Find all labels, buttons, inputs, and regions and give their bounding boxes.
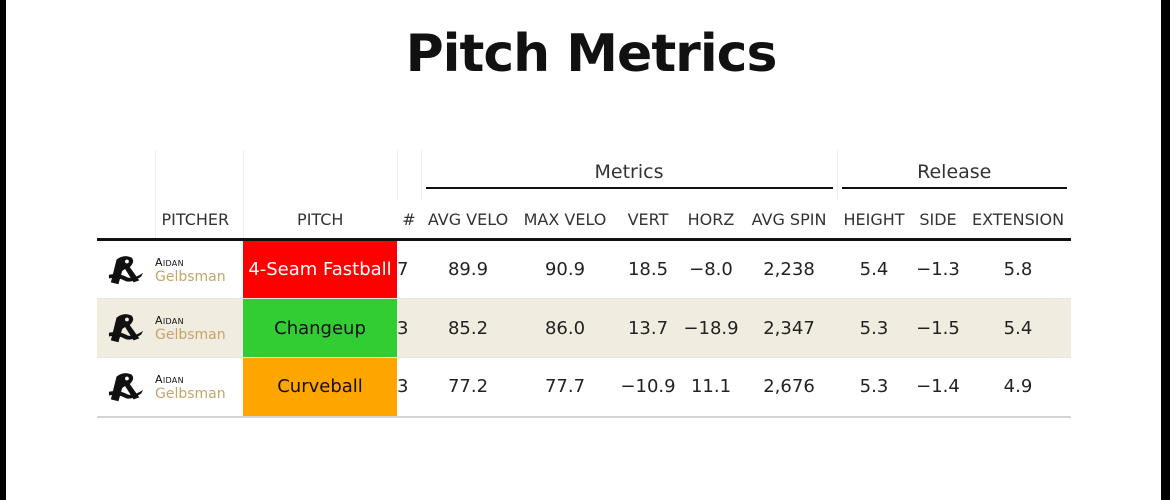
side-cell: −1.3 bbox=[911, 239, 965, 299]
page: Pitch Metrics Metrics bbox=[6, 0, 1161, 500]
avg-spin-cell: 2,238 bbox=[741, 239, 837, 299]
column-header-side: SIDE bbox=[911, 200, 965, 241]
pitch-count-cell: 7 bbox=[397, 239, 421, 299]
height-cell: 5.3 bbox=[837, 357, 911, 418]
pitcher-name: Aidan Gelbsman bbox=[155, 357, 243, 418]
extension-cell: 4.9 bbox=[965, 357, 1071, 418]
column-header-avg-velo: AVG VELO bbox=[421, 200, 515, 241]
spanner-row: Metrics Release bbox=[97, 150, 1071, 200]
pitcher-first-name: Aidan bbox=[155, 372, 184, 386]
release-spanner: Release bbox=[836, 150, 1071, 200]
logo-cell bbox=[97, 239, 155, 299]
column-header-row: PITCHER PITCH # AVG VELO MAX VELO VERT H… bbox=[97, 200, 1071, 241]
column-header-extension: EXTENSION bbox=[965, 200, 1071, 241]
horz-cell: 11.1 bbox=[681, 357, 741, 418]
avg-velo-cell: 85.2 bbox=[421, 298, 515, 358]
pitcher-name: Aidan Gelbsman bbox=[155, 239, 243, 299]
extension-cell: 5.4 bbox=[965, 298, 1071, 358]
column-header-count: # bbox=[397, 200, 421, 241]
vert-cell: 18.5 bbox=[615, 239, 681, 299]
pitcher-name: Aidan Gelbsman bbox=[155, 298, 243, 358]
pitch-type-cell: Curveball bbox=[243, 357, 397, 418]
logo-cell bbox=[97, 298, 155, 358]
height-cell: 5.4 bbox=[837, 239, 911, 299]
pitch-count-cell: 3 bbox=[397, 298, 421, 358]
pitch-metrics-table: Metrics Release PITCHER PITCH # AVG VELO… bbox=[97, 150, 1071, 418]
column-header-horz: HORZ bbox=[681, 200, 741, 241]
column-header-pitcher: PITCHER bbox=[154, 200, 243, 241]
side-cell: −1.5 bbox=[911, 298, 965, 358]
extension-cell: 5.8 bbox=[965, 239, 1071, 299]
column-header-avg-spin: AVG SPIN bbox=[741, 200, 837, 241]
metrics-spanner-label: Metrics bbox=[594, 161, 664, 183]
table-row: Aidan Gelbsman 4-Seam Fastball 7 89.9 90… bbox=[97, 239, 1071, 299]
vert-cell: 13.7 bbox=[615, 298, 681, 358]
team-logo-icon bbox=[108, 372, 144, 401]
max-velo-cell: 77.7 bbox=[515, 357, 615, 418]
horz-cell: −8.0 bbox=[681, 239, 741, 299]
column-header-vert: VERT bbox=[615, 200, 681, 241]
pitch-type-cell: 4-Seam Fastball bbox=[243, 239, 397, 299]
avg-velo-cell: 89.9 bbox=[421, 239, 515, 299]
side-cell: −1.4 bbox=[911, 357, 965, 418]
pitch-count-cell: 3 bbox=[397, 357, 421, 418]
horz-cell: −18.9 bbox=[681, 298, 741, 358]
team-logo-icon bbox=[108, 314, 144, 343]
pitcher-last-name: Gelbsman bbox=[155, 385, 226, 402]
height-cell: 5.3 bbox=[837, 298, 911, 358]
column-header-height: HEIGHT bbox=[837, 200, 911, 241]
column-header-pitch: PITCH bbox=[242, 200, 397, 241]
avg-spin-cell: 2,347 bbox=[741, 298, 837, 358]
pitcher-last-name: Gelbsman bbox=[155, 268, 226, 285]
logo-cell bbox=[97, 357, 155, 418]
pitcher-first-name: Aidan bbox=[155, 255, 184, 269]
team-logo-icon bbox=[108, 255, 144, 284]
max-velo-cell: 90.9 bbox=[515, 239, 615, 299]
vert-cell: −10.9 bbox=[615, 357, 681, 418]
page-title: Pitch Metrics bbox=[405, 24, 778, 84]
pitcher-last-name: Gelbsman bbox=[155, 327, 226, 343]
column-header-logo bbox=[97, 200, 155, 241]
avg-velo-cell: 77.2 bbox=[421, 357, 515, 418]
avg-spin-cell: 2,676 bbox=[741, 357, 837, 418]
table-row: Aidan Gelbsman Changeup 3 85.2 86.0 13.7… bbox=[97, 298, 1071, 358]
pitch-type-cell: Changeup bbox=[243, 298, 397, 358]
pitcher-first-name: Aidan bbox=[155, 314, 184, 327]
release-spanner-label: Release bbox=[917, 161, 992, 183]
metrics-spanner: Metrics bbox=[420, 150, 837, 200]
max-velo-cell: 86.0 bbox=[515, 298, 615, 358]
column-header-max-velo: MAX VELO bbox=[515, 200, 615, 241]
table-row: Aidan Gelbsman Curveball 3 77.2 77.7 −10… bbox=[97, 357, 1071, 418]
